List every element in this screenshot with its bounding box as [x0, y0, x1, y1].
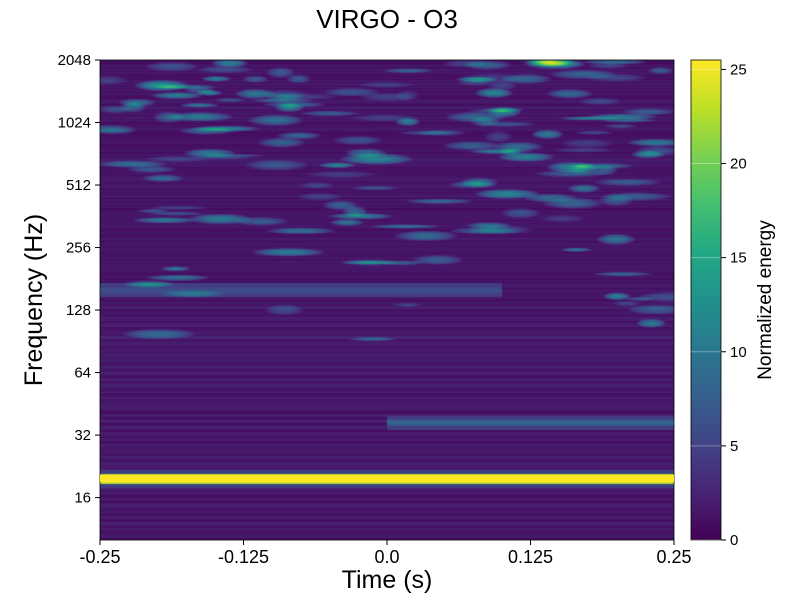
heatmap-image — [100, 60, 674, 540]
y-tick-label: 1024 — [58, 115, 91, 132]
chart-title: VIRGO - O3 — [316, 4, 458, 34]
x-axis: -0.25 -0.125 0.0 0.125 0.25 — [79, 540, 692, 567]
y-tick-label: 128 — [66, 302, 91, 319]
y-axis-label: Frequency (Hz) — [20, 214, 48, 386]
y-axis: 16 32 64 128 256 512 1024 2048 — [58, 52, 100, 507]
y-tick-label: 512 — [66, 177, 91, 194]
colorbar-tick-label: 20 — [730, 156, 747, 173]
y-tick-label: 16 — [74, 490, 91, 507]
colorbar-label: Normalized energy — [755, 220, 776, 380]
x-axis-label: Time (s) — [342, 566, 433, 594]
colorbar: 0 5 10 15 20 25 — [690, 59, 747, 549]
x-tick-label: -0.25 — [79, 547, 120, 567]
y-tick-label: 64 — [74, 365, 91, 382]
colorbar-tick-label: 25 — [730, 61, 747, 78]
colorbar-tick-label: 0 — [730, 532, 738, 549]
x-tick-label: -0.125 — [218, 547, 269, 567]
x-tick-label: 0.0 — [374, 547, 399, 567]
y-tick-label: 2048 — [58, 52, 91, 69]
y-tick-label: 32 — [74, 427, 91, 444]
colorbar-tick-label: 10 — [730, 344, 747, 361]
x-tick-label: 0.125 — [508, 547, 553, 567]
spectrogram-heatmap — [99, 59, 675, 541]
colorbar-gradient — [690, 59, 722, 541]
colorbar-tick-label: 5 — [730, 438, 738, 455]
y-tick-label: 256 — [66, 240, 91, 257]
colorbar-tick-label: 15 — [730, 250, 747, 267]
x-tick-label: 0.25 — [656, 547, 691, 567]
